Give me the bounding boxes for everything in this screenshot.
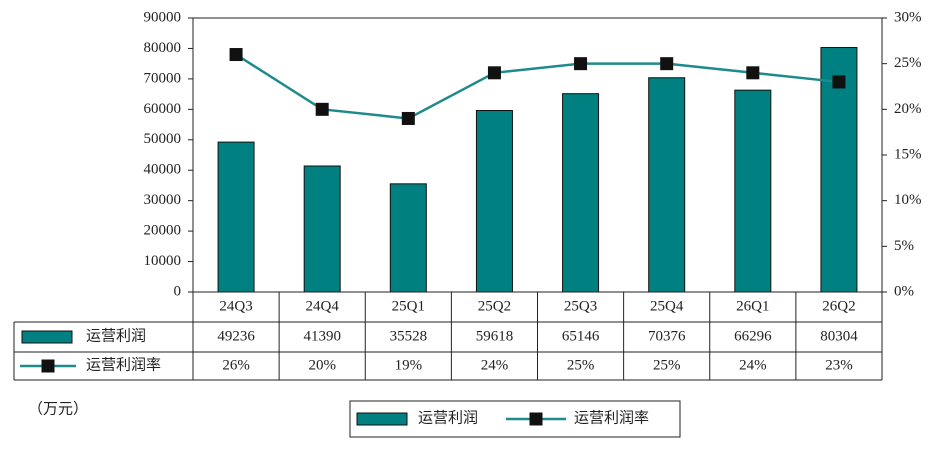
table-value: 23% xyxy=(825,357,853,373)
line-marker xyxy=(487,66,501,80)
y2-tick-label: 15% xyxy=(894,146,922,162)
series-name: 运营利润率 xyxy=(86,356,161,373)
line-marker xyxy=(660,57,674,71)
bar xyxy=(562,93,600,293)
table-value: 26% xyxy=(222,357,250,373)
y-tick-label: 30000 xyxy=(144,192,182,208)
y-tick-label: 80000 xyxy=(144,40,182,56)
x-tick-label: 25Q3 xyxy=(564,298,597,314)
legend-label: 运营利润率 xyxy=(574,409,649,426)
table-value: 24% xyxy=(739,357,767,373)
line xyxy=(235,53,840,120)
y-tick-label: 40000 xyxy=(144,162,182,178)
table-value: 49236 xyxy=(217,328,255,344)
line-marker xyxy=(832,75,846,89)
y-tick-label: 90000 xyxy=(144,9,182,25)
table-value: 25% xyxy=(653,357,681,373)
line-marker xyxy=(229,48,243,62)
bar xyxy=(217,141,255,293)
bar xyxy=(303,165,341,293)
x-tick-label: 25Q4 xyxy=(650,298,684,314)
x-tick-label: 24Q3 xyxy=(219,298,252,314)
table-value: 66296 xyxy=(734,328,772,344)
legend-box xyxy=(349,400,681,438)
y2-tick-label: 20% xyxy=(894,101,922,117)
bar xyxy=(389,183,427,293)
y-tick-label: 70000 xyxy=(144,70,182,86)
y-tick-label: 0 xyxy=(174,283,182,299)
legend-marker xyxy=(41,359,55,373)
x-tick-label: 26Q2 xyxy=(822,298,855,314)
x-tick-label: 26Q1 xyxy=(736,298,769,314)
table-value: 41390 xyxy=(303,328,341,344)
table-value: 20% xyxy=(308,357,336,373)
y-tick-label: 60000 xyxy=(144,101,182,117)
y2-tick-label: 0% xyxy=(894,283,914,299)
line-marker xyxy=(574,57,588,71)
legend-swatch xyxy=(356,412,408,426)
y2-tick-label: 5% xyxy=(894,238,914,254)
table-value: 80304 xyxy=(820,328,858,344)
table-value: 65146 xyxy=(562,328,600,344)
y-tick-label: 20000 xyxy=(144,223,182,239)
series-name: 运营利润 xyxy=(86,327,146,344)
line-marker xyxy=(401,111,415,125)
bar xyxy=(648,77,686,293)
table-value: 19% xyxy=(395,357,423,373)
table-value: 25% xyxy=(567,357,595,373)
y2-tick-label: 25% xyxy=(894,55,922,71)
legend-swatch xyxy=(21,330,73,344)
legend-label: 运营利润 xyxy=(418,409,478,426)
y2-tick-label: 10% xyxy=(894,192,922,208)
x-tick-label: 24Q4 xyxy=(306,298,340,314)
legend-marker xyxy=(529,412,543,426)
y-tick-label: 50000 xyxy=(144,131,182,147)
line-marker xyxy=(315,102,329,116)
x-tick-label: 25Q2 xyxy=(478,298,511,314)
y-tick-label: 10000 xyxy=(144,253,182,269)
table-value: 70376 xyxy=(648,328,686,344)
line-marker xyxy=(746,66,760,80)
x-tick-label: 25Q1 xyxy=(392,298,425,314)
table-value: 59618 xyxy=(476,328,514,344)
bar xyxy=(734,89,772,293)
table-value: 35528 xyxy=(390,328,428,344)
bar xyxy=(475,109,513,293)
y2-tick-label: 30% xyxy=(894,9,922,25)
table-value: 24% xyxy=(481,357,509,373)
unit-label: （万元） xyxy=(28,400,88,417)
